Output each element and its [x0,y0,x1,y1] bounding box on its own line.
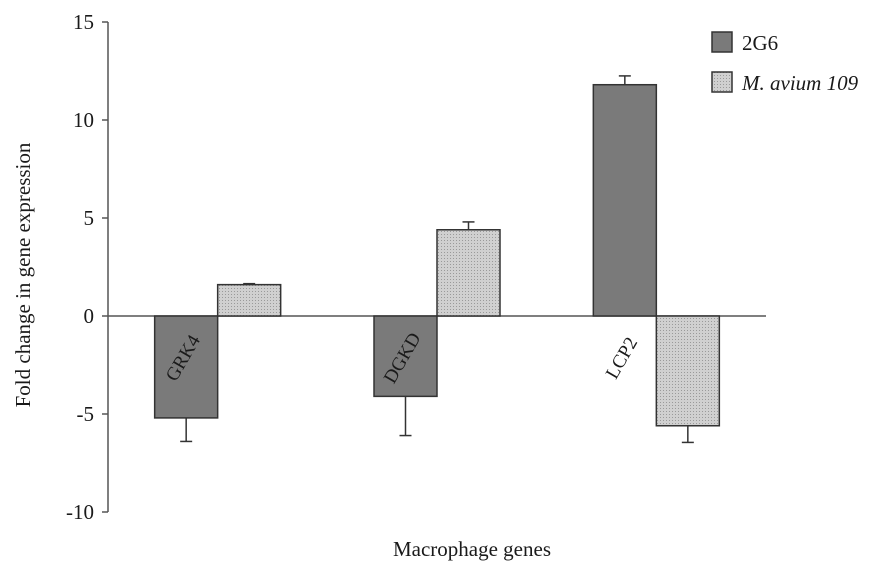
bars [153,83,721,427]
bar-grk4-m-avium-109 [216,283,282,317]
bar-lcp2-2g6 [592,83,658,317]
category-label-lcp2: LCP2 [602,334,642,383]
y-tick-label: 15 [73,10,94,34]
y-tick-label: 5 [84,206,95,230]
y-axis-title: Fold change in gene expression [11,142,35,407]
y-tick-label: -10 [66,500,94,524]
legend: 2G6 M. avium 109 [711,31,859,95]
category-labels: GRK4 DGKD LCP2 [162,329,642,387]
legend-label-2g6: 2G6 [742,31,778,55]
legend-swatch-m-avium-109 [711,71,733,93]
legend-label-m-avium-109: M. avium 109 [741,71,859,95]
y-tick-label: -5 [77,402,95,426]
y-ticks: 15 10 5 0 -5 -10 [66,10,108,524]
y-tick-label: 10 [73,108,94,132]
x-axis-title: Macrophage genes [393,537,551,561]
error-bars [180,75,694,444]
bar-grk4-2g6 [153,315,219,419]
bar-lcp2-m-avium-109 [655,315,721,427]
bar-dgkd-m-avium-109 [436,229,501,317]
legend-swatch-2g6 [711,31,733,53]
y-tick-label: 0 [84,304,95,328]
